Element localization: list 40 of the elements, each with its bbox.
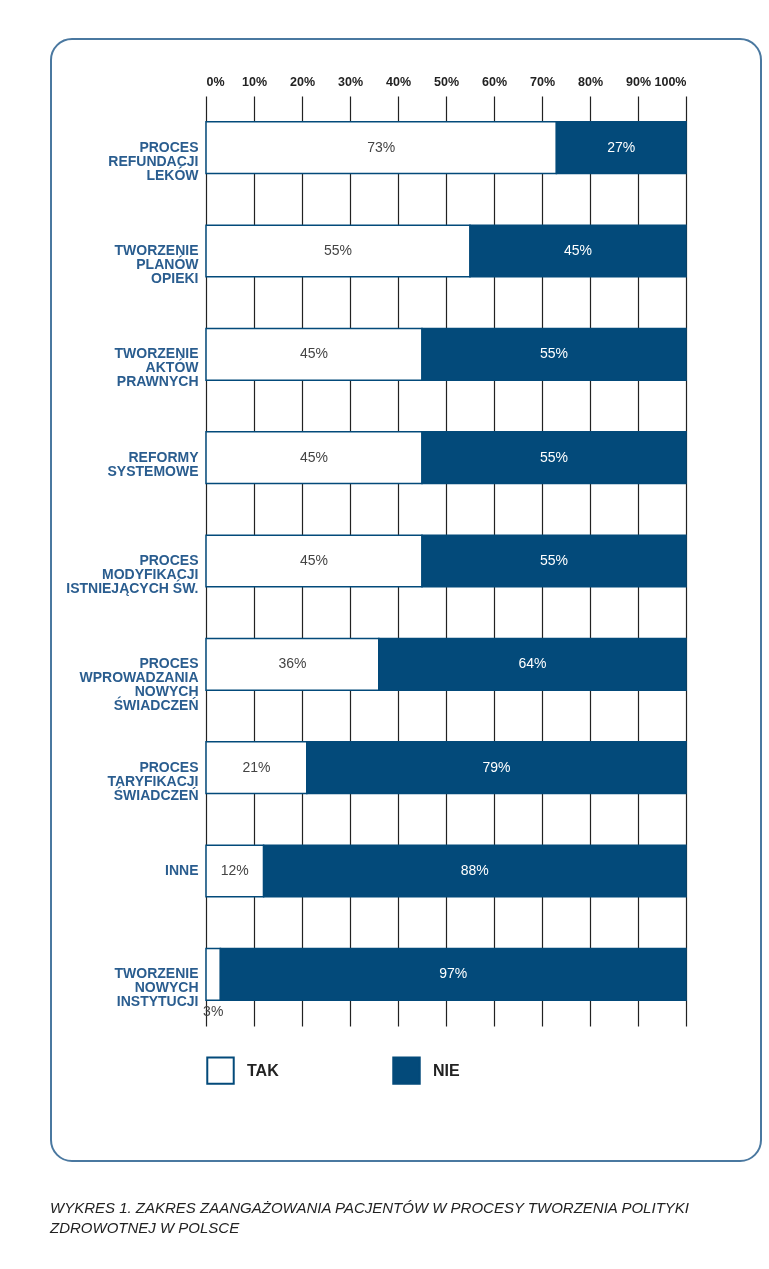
y-tick-label: REFORMY SYSTEMOWE <box>107 448 200 479</box>
data-label: 55% <box>539 345 569 362</box>
x-tick-label: 30% <box>337 74 364 89</box>
data-label: 79% <box>482 758 511 775</box>
data-label: 88% <box>460 862 489 878</box>
y-tick-label: PROCES TARYFIKACJI ŚWIADCZEŃ <box>107 758 199 803</box>
x-tick-label: 100% <box>654 74 687 89</box>
x-tick-label: 90% <box>625 74 652 89</box>
data-label: 12% <box>220 862 249 878</box>
x-tick-label: 60% <box>481 74 508 89</box>
data-label: 55% <box>539 448 569 465</box>
data-label: 97% <box>439 965 468 982</box>
legend-label: NIE <box>433 1061 460 1079</box>
y-tick-label: TWORZENIE PLANÓW OPIEKI <box>114 242 200 286</box>
data-label: 36% <box>278 655 307 672</box>
data-label: 45% <box>299 448 329 465</box>
data-label: 27% <box>607 138 636 155</box>
x-tick-label: 10% <box>241 74 268 89</box>
data-label: 45% <box>299 345 329 362</box>
legend-label: TAK <box>247 1061 280 1079</box>
x-tick-label: 0% <box>206 74 225 89</box>
data-label: 45% <box>563 242 593 258</box>
x-tick-label: 70% <box>529 74 556 89</box>
y-tick-label: PROCES REFUNDACJI LEKÓW <box>108 138 200 183</box>
y-tick-label: INNE <box>165 862 199 878</box>
x-tick-label: 40% <box>385 74 412 89</box>
text: WYKRES 1. ZAKRES ZAANGAŻOWANIA PACJENTÓW W PROCESY TWORZENIA POLITYKI ZDROWOTNEJ W POLSCE <box>50 1198 690 1237</box>
data-label: 73% <box>367 138 396 155</box>
y-tick-label: PROCES MODYFIKACJI ISTNIEJĄCYCH ŚW. <box>66 552 199 596</box>
data-label: 55% <box>323 242 353 258</box>
x-tick-label: 80% <box>577 74 604 89</box>
y-tick-label: TWORZENIE AKTÓW PRAWNYCH <box>114 345 200 390</box>
data-label: 21% <box>242 758 271 775</box>
y-tick-label: PROCES WPROWADZANIA NOWYCH ŚWIADCZEŃ <box>79 655 199 714</box>
data-label: 45% <box>299 552 329 568</box>
x-tick-label: 20% <box>289 74 316 89</box>
data-label: 55% <box>539 552 569 568</box>
y-tick-label: TWORZENIE NOWYCH INSTYTUCJI <box>114 965 199 1010</box>
data-label: 64% <box>518 655 547 672</box>
x-tick-label: 50% <box>433 74 460 89</box>
